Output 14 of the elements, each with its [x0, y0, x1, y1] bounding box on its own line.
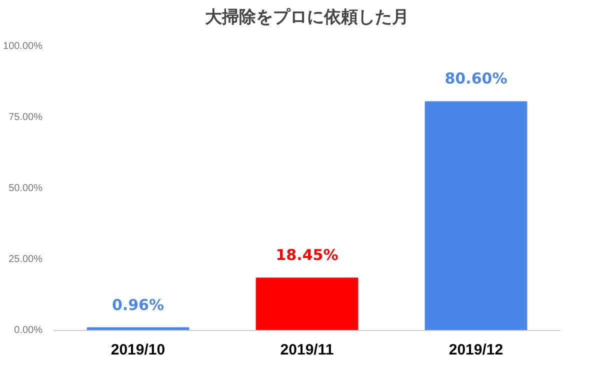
y-tick-label: 0.00%: [14, 325, 43, 336]
data-label: 80.60%: [444, 70, 508, 88]
data-label: 18.45%: [276, 246, 338, 264]
x-tick-label: 2019/10: [110, 342, 166, 358]
x-tick-label: 2019/12: [448, 342, 504, 358]
bar: [256, 278, 358, 330]
y-tick-label: 100.00%: [3, 41, 43, 52]
chart-title: 大掃除をプロに依頼した月: [205, 8, 409, 28]
y-tick-label: 50.00%: [8, 183, 43, 194]
x-tick-label: 2019/11: [280, 342, 334, 358]
bar: [424, 101, 528, 330]
y-tick-label: 25.00%: [8, 254, 43, 266]
y-tick-label: 75.00%: [8, 112, 43, 124]
data-label: 0.96%: [112, 296, 164, 314]
